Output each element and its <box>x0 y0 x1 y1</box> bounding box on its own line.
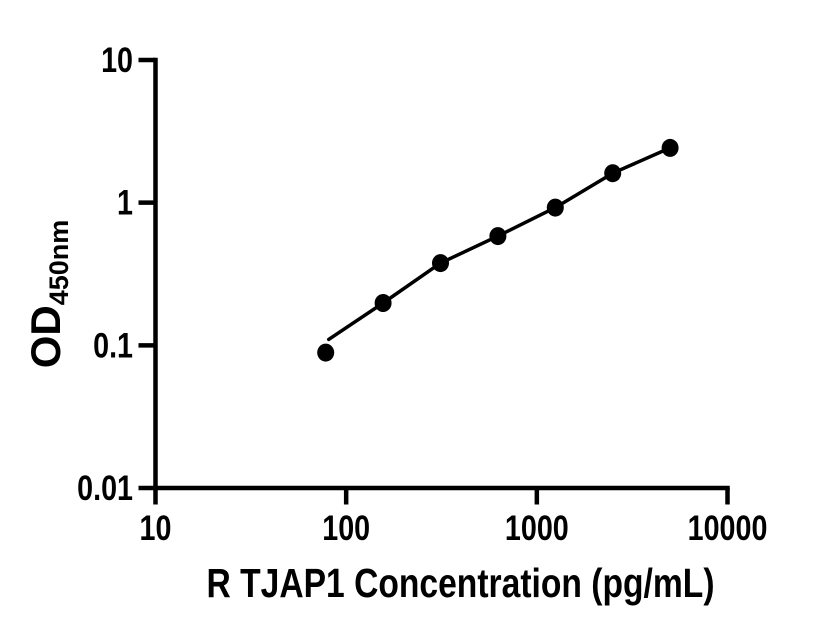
data-point-marker <box>546 198 564 217</box>
x-axis-tick-label: 100 <box>322 508 370 547</box>
data-point-marker <box>604 164 622 183</box>
data-point-marker <box>374 294 392 312</box>
y-axis-label: OD450nm <box>22 220 74 369</box>
y-axis-label-main: OD <box>22 305 69 369</box>
x-axis-title: R TJAP1 Concentration (pg/mL) <box>206 560 715 606</box>
y-axis-tick-label: 0.1 <box>93 326 133 365</box>
y-axis-tick-label: 1 <box>117 183 133 222</box>
data-point-marker <box>489 227 507 246</box>
x-axis-tick-label: 10000 <box>688 508 768 547</box>
data-point-marker <box>661 138 679 157</box>
y-axis-tick-label: 0.01 <box>77 468 133 507</box>
data-point-marker <box>432 254 449 273</box>
y-axis-tick-label: 10 <box>101 40 133 79</box>
x-axis-tick-label: 10 <box>140 508 172 547</box>
y-axis-label-subscript: 450nm <box>44 219 74 306</box>
x-axis-tick-label: 1000 <box>505 508 569 547</box>
data-point-marker <box>317 343 335 362</box>
